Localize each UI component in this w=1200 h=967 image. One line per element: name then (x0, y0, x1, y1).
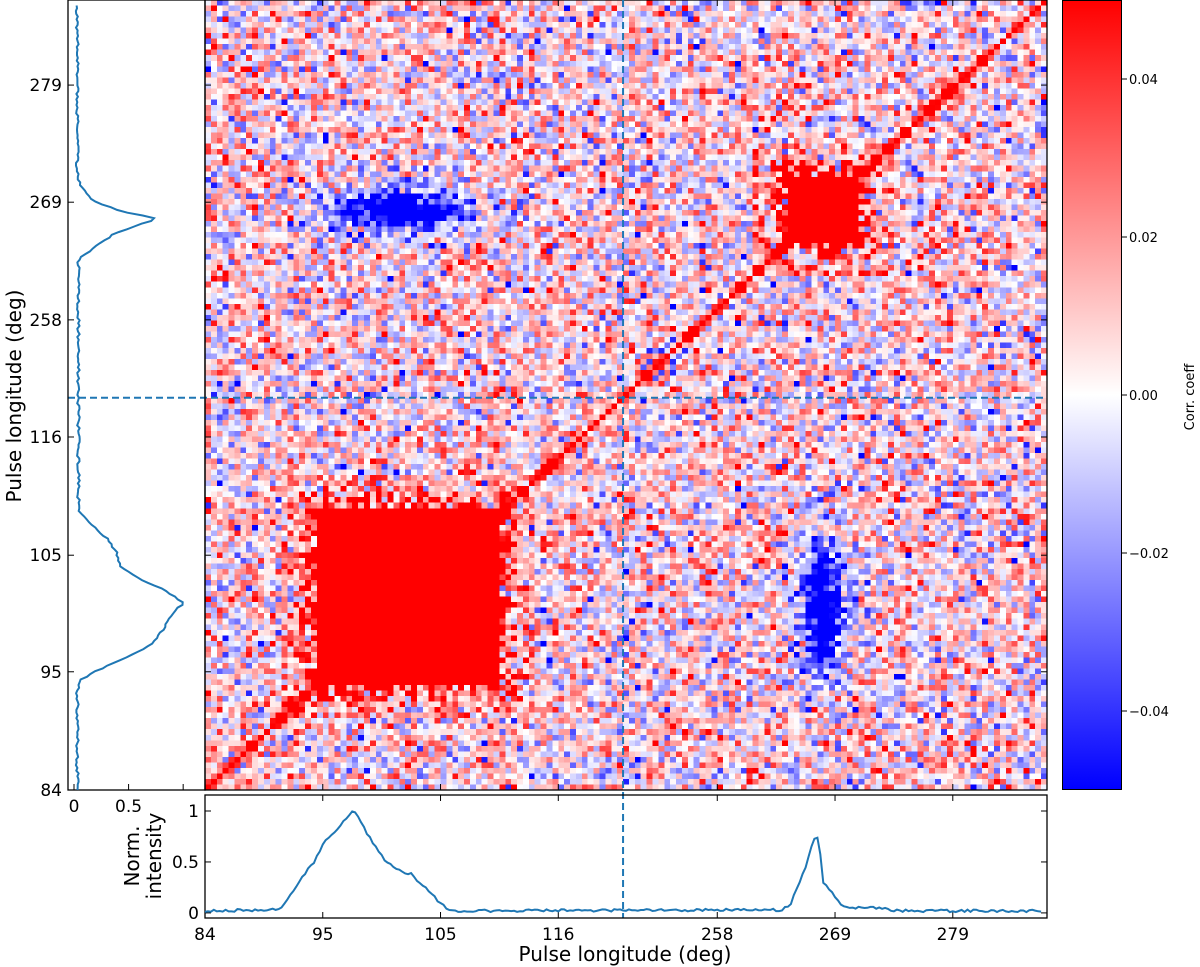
x-tick-label: 279 (937, 925, 969, 945)
colorbar-label: Corr. coeff (1183, 363, 1198, 431)
colorbar (1062, 0, 1122, 790)
y-tick-label: 84 (40, 781, 62, 801)
correlation-heatmap (205, 0, 1047, 790)
bottom-panel-frame (204, 794, 1048, 919)
y-tick-label: 258 (30, 311, 62, 331)
colorbar-tick-label: 0.00 (1129, 389, 1158, 404)
colorbar-tick-label: 0.02 (1129, 231, 1158, 246)
left-x-tick-label: 0 (69, 797, 80, 817)
bottom-y-tick-label: 1 (188, 802, 199, 822)
y-tick-label: 269 (30, 193, 62, 213)
bottom-y-tick-label: 0.5 (172, 853, 199, 873)
left-profile-panel: 84 95 105 116 258 269 279 0 0.5 (30, 0, 206, 817)
x-tick-label: 105 (424, 925, 456, 945)
left-profile-line (74, 5, 184, 791)
colorbar-tick-label: 0.04 (1129, 73, 1158, 88)
bottom-profile-line (204, 810, 1042, 914)
x-tick-label: 269 (819, 925, 851, 945)
left-x-tick-label: 0.5 (115, 797, 142, 817)
left-panel-frame (67, 0, 206, 791)
bottom-profile-panel: 84 95 105 116 258 269 279 0 0.5 1 (172, 794, 1048, 945)
colorbar-tick-label: −0.04 (1129, 705, 1169, 720)
y-axis-label: Pulse longitude (deg) (2, 290, 26, 503)
x-tick-label: 258 (701, 925, 733, 945)
y-tick-label: 95 (40, 663, 62, 683)
x-tick-label: 116 (542, 925, 574, 945)
main-axes (68, 0, 1048, 918)
heatmap-frame (204, 0, 1048, 791)
bottom-ylabel-line2: intensity (142, 812, 166, 899)
x-axis-label: Pulse longitude (deg) (519, 942, 732, 966)
y-tick-label: 105 (30, 546, 62, 566)
colorbar-tick-label: −0.02 (1129, 547, 1169, 562)
y-tick-label: 279 (30, 76, 62, 96)
colorbar-axis: 0.04 0.02 0.00 −0.02 −0.04 (1122, 73, 1169, 720)
bottom-y-tick-label: 0 (188, 904, 199, 924)
bottom-ylabel-line1: Norm. (120, 826, 144, 887)
y-tick-label: 116 (30, 428, 62, 448)
x-tick-label: 95 (312, 925, 334, 945)
x-tick-label: 84 (194, 925, 216, 945)
